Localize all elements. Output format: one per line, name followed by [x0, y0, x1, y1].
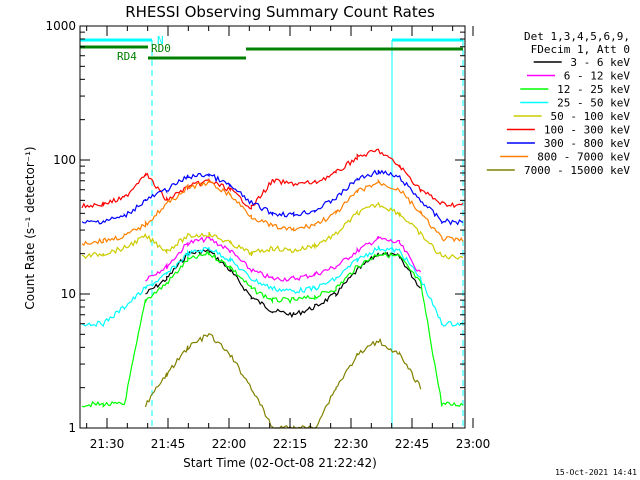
footer-date: 15-Oct-2021 14:41: [555, 468, 637, 477]
y-axis-label: Count Rate (s⁻¹ detector⁻¹): [23, 146, 37, 309]
legend-entry: 25 - 50 keV: [557, 97, 630, 110]
legend-entry: 50 - 100 keV: [551, 110, 631, 123]
legend-entry: 100 - 300 keV: [544, 124, 630, 137]
series-line: [81, 178, 464, 246]
y-tick-label: 10: [61, 287, 76, 301]
x-axis-label: Start Time (02-Oct-08 21:22:42): [183, 456, 377, 470]
series-line: [81, 202, 464, 260]
plot-frame: [79, 25, 466, 429]
legend-entry: 800 - 7000 keV: [537, 151, 630, 164]
y-tick-label: 100: [53, 153, 76, 167]
legend-entry: 3 - 6 keV: [570, 56, 630, 69]
legend-header: FDecim 1, Att 0: [531, 43, 630, 56]
flag-label-rd0: RD0: [151, 42, 171, 55]
series-line: [145, 248, 422, 319]
series-line: [81, 250, 464, 409]
x-tick-label: 23:00: [456, 437, 491, 451]
legend-entry: 12 - 25 keV: [557, 83, 630, 96]
flag-label-n: N: [157, 34, 164, 47]
y-tick-label: 1000: [45, 19, 76, 33]
x-tick-label: 22:30: [334, 437, 369, 451]
legend-entry: 7000 - 15000 keV: [524, 164, 630, 177]
series-line: [145, 235, 422, 282]
legend: Det 1,3,4,5,6,9,FDecim 1, Att 03 - 6 keV…: [486, 30, 631, 177]
series-line: [81, 148, 464, 210]
chart-title: RHESSI Observing Summary Count Rates: [125, 3, 435, 21]
legend-header: Det 1,3,4,5,6,9,: [524, 30, 630, 43]
legend-entry: 300 - 800 keV: [544, 137, 630, 150]
x-tick-label: 22:00: [212, 437, 247, 451]
x-tick-label: 21:45: [151, 437, 186, 451]
flag-label-rd4: RD4: [117, 50, 137, 63]
legend-entry: 6 - 12 keV: [564, 70, 631, 83]
x-tick-label: 21:30: [90, 437, 125, 451]
y-tick-label: 1: [68, 421, 76, 435]
series-line: [144, 332, 422, 429]
series-line: [81, 169, 464, 226]
x-tick-label: 22:15: [273, 437, 308, 451]
axes: 1 10 100 1000 21:30 21:45 22:00 22:15 22:30 22:45…: [45, 19, 490, 451]
x-tick-label: 22:45: [395, 437, 430, 451]
series-line: [81, 245, 464, 328]
